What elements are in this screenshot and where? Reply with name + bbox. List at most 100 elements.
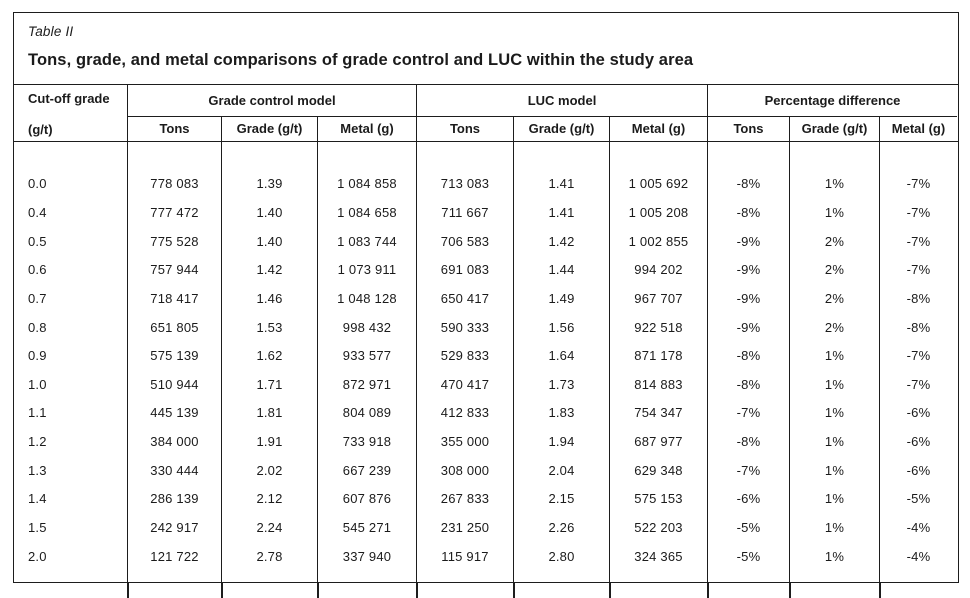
table-cell: -8% (736, 376, 761, 392)
table-cell: -4% (906, 520, 931, 535)
table-cell: 2.15 (548, 491, 575, 507)
table-cell: 0.8 (28, 319, 47, 335)
table-cell: 1.41 (548, 176, 575, 192)
data-column: 1.39 1.40 1.40 1.42 1.46 1.53 1.62 1.71 1.81 1.91… (222, 141, 318, 582)
table-cell: 1 084 858 (337, 176, 397, 192)
table-cell: 733 918 (342, 434, 392, 450)
table-cell: 814 883 (634, 376, 683, 392)
table-title: Tons, grade, and metal comparisons of gr… (28, 51, 694, 69)
header-pd-tons: Tons (708, 116, 790, 141)
table-cell: 1% (824, 348, 845, 364)
table-cell: 711 667 (441, 204, 489, 220)
table-cell: 1.4 (28, 491, 47, 507)
table-cell: 1% (824, 434, 845, 450)
table-cell: 629 348 (634, 462, 683, 478)
table-cell: 324 365 (634, 548, 683, 564)
table-cell: 2% (824, 290, 845, 306)
table-cell: 522 203 (634, 520, 683, 535)
table-cell: -8% (906, 319, 931, 335)
table-cell: 121 722 (150, 548, 199, 564)
table-cell: 2.78 (256, 548, 283, 564)
table-cell: 1 002 855 (628, 233, 689, 249)
table-cell: 286 139 (150, 491, 199, 507)
table-cell: 1.49 (548, 290, 575, 306)
table-cell: 0.4 (28, 204, 47, 220)
data-column: 1 084 858 1 084 658 1 083 744 1 073 911 1 04… (318, 141, 417, 582)
table-cell: -8% (736, 348, 761, 364)
table-title-block: Table II Tons, grade, and metal comparis… (14, 13, 958, 85)
table-cell: 1% (824, 548, 845, 564)
table-cell: 2.12 (256, 491, 283, 507)
table-cell: 1.53 (256, 319, 283, 335)
table-cell: 2.24 (256, 520, 283, 535)
table-cell: 590 333 (440, 319, 490, 335)
table-cell: -7% (906, 176, 931, 192)
table-cell: 1% (824, 520, 845, 535)
table-cell: 1.40 (256, 233, 283, 249)
header-luc-grade: Grade (g/t) (514, 116, 610, 141)
data-column: 1.41 1.41 1.42 1.44 1.49 1.56 1.64 1.73 1.83 1.94… (514, 141, 610, 582)
table-cell: 0.0 (28, 176, 47, 192)
table-cell: 1.42 (256, 262, 283, 278)
table-cell: 1 005 692 (628, 176, 689, 192)
data-column: 778 083 777 472 775 528 757 944 718 417 651 8… (128, 141, 222, 582)
table-cell: -9% (736, 262, 761, 278)
table-cell: 757 944 (150, 262, 199, 278)
table-cell: 687 977 (634, 434, 683, 450)
table-cell: -6% (906, 405, 931, 421)
column-rule-stub (513, 583, 515, 598)
table-cell: 1% (824, 176, 845, 192)
column-rule-stub (879, 583, 881, 598)
table-cell: 1.41 (548, 204, 575, 220)
table-cell: 1% (824, 376, 845, 392)
data-column: 1 005 692 1 005 208 1 002 855 994 202 967 70… (610, 141, 708, 582)
table-cell: 1.73 (548, 376, 575, 392)
table-cell: 1.91 (256, 434, 283, 450)
data-column: -7% -7% -7% -7% -8% -8% -7% -7% -6% -6% -6% -5% -4% -… (880, 142, 957, 582)
table-cell: 1.3 (28, 462, 47, 478)
table-cell: 1.5 (28, 520, 47, 535)
table-cell: 1.0 (28, 376, 47, 392)
table-body: 0.0 0.4 0.5 0.6 0.7 0.8 0.9 1.0 1.1 1.2 1.3 1.4 1.5 2… (14, 141, 958, 582)
table-cell: 1.1 (28, 405, 47, 421)
table-cell: 1.56 (548, 319, 575, 335)
table-frame: Table II Tons, grade, and metal comparis… (13, 12, 959, 583)
table-cell: 445 139 (150, 405, 199, 421)
table-cell: 777 472 (150, 204, 199, 220)
table-cell: 1 005 208 (628, 204, 689, 220)
table-cell: 267 833 (440, 491, 490, 507)
table-cell: 115 917 (441, 548, 489, 564)
table-cell: 706 583 (440, 233, 490, 249)
table-cell: 1.62 (256, 348, 283, 364)
table-cell: 933 577 (342, 348, 392, 364)
table-cell: -5% (736, 520, 761, 535)
data-column: 1% 1% 2% 2% 2% 2% 1% 1% 1% 1% 1% 1% 1% 1% (790, 141, 880, 582)
table-cell: 651 805 (150, 319, 199, 335)
header-gc-tons: Tons (128, 116, 222, 141)
table-cell: 607 876 (342, 491, 392, 507)
table-cell: 242 917 (150, 520, 199, 535)
table-cell: -7% (906, 348, 931, 364)
table-cell: 2.26 (548, 520, 575, 535)
table-cell: 713 083 (440, 176, 490, 192)
table-cell: 2.80 (548, 548, 575, 564)
table-cell: 1.81 (256, 405, 283, 421)
header-cutoff-line1: Cut-off grade (28, 91, 110, 106)
header-gc-grade: Grade (g/t) (222, 116, 318, 141)
bottom-stubs (13, 583, 959, 598)
header-pd-metal: Metal (g) (891, 121, 946, 136)
table-cell: 355 000 (440, 434, 490, 450)
column-rule-stub (609, 583, 611, 598)
table-cell: -9% (736, 233, 761, 249)
table-cell: 1 073 911 (337, 262, 397, 278)
table-cell: 778 083 (150, 176, 199, 192)
table-cell: -5% (906, 491, 931, 507)
table-cell: 871 178 (634, 348, 683, 364)
table-cell: -7% (906, 376, 931, 392)
table-cell: 1.40 (256, 204, 283, 220)
table-cell: 667 239 (342, 462, 392, 478)
table-cell: 0.6 (28, 262, 47, 278)
table-cell: 412 833 (440, 405, 490, 421)
table-cell: 575 153 (634, 491, 683, 507)
